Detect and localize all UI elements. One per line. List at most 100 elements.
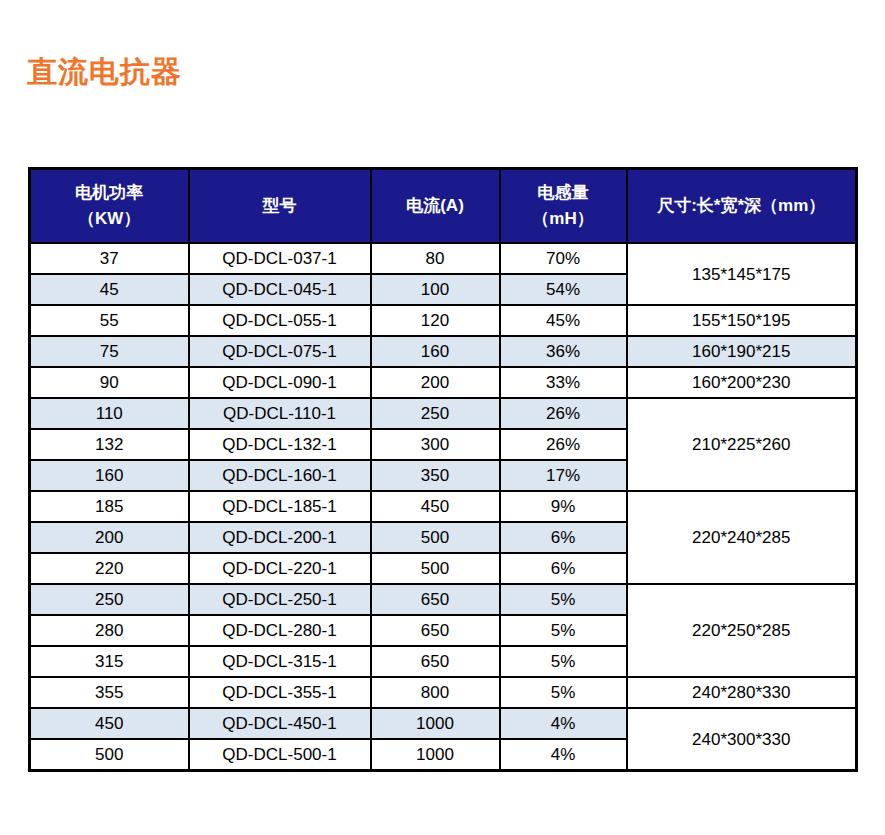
cell-current: 120 bbox=[371, 305, 500, 336]
cell-inductance: 9% bbox=[500, 491, 627, 522]
cell-model: QD-DCL-185-1 bbox=[189, 491, 371, 522]
cell-dimensions: 220*250*285 bbox=[627, 584, 857, 677]
cell-motor-power: 185 bbox=[30, 491, 189, 522]
header-model: 型号 bbox=[189, 169, 371, 244]
header-current: 电流(A) bbox=[371, 169, 500, 244]
table-row: 90QD-DCL-090-120033%160*200*230 bbox=[30, 367, 857, 398]
cell-current: 450 bbox=[371, 491, 500, 522]
cell-inductance: 17% bbox=[500, 460, 627, 491]
cell-motor-power: 90 bbox=[30, 367, 189, 398]
cell-model: QD-DCL-280-1 bbox=[189, 615, 371, 646]
cell-current: 1000 bbox=[371, 739, 500, 771]
cell-model: QD-DCL-355-1 bbox=[189, 677, 371, 708]
header-current-line1: 电流(A) bbox=[372, 193, 499, 219]
header-inductance: 电感量 （mH） bbox=[500, 169, 627, 244]
cell-model: QD-DCL-220-1 bbox=[189, 553, 371, 584]
cell-current: 500 bbox=[371, 522, 500, 553]
cell-current: 1000 bbox=[371, 708, 500, 739]
table-row: 75QD-DCL-075-116036%160*190*215 bbox=[30, 336, 857, 367]
cell-inductance: 45% bbox=[500, 305, 627, 336]
cell-current: 80 bbox=[371, 243, 500, 274]
cell-inductance: 5% bbox=[500, 677, 627, 708]
cell-current: 350 bbox=[371, 460, 500, 491]
cell-current: 300 bbox=[371, 429, 500, 460]
cell-motor-power: 45 bbox=[30, 274, 189, 305]
cell-inductance: 5% bbox=[500, 615, 627, 646]
cell-dimensions: 210*225*260 bbox=[627, 398, 857, 491]
cell-current: 250 bbox=[371, 398, 500, 429]
cell-motor-power: 37 bbox=[30, 243, 189, 274]
cell-inductance: 6% bbox=[500, 522, 627, 553]
cell-inductance: 36% bbox=[500, 336, 627, 367]
cell-motor-power: 250 bbox=[30, 584, 189, 615]
cell-model: QD-DCL-037-1 bbox=[189, 243, 371, 274]
cell-current: 500 bbox=[371, 553, 500, 584]
table-row: 355QD-DCL-355-18005%240*280*330 bbox=[30, 677, 857, 708]
cell-current: 800 bbox=[371, 677, 500, 708]
cell-inductance: 26% bbox=[500, 429, 627, 460]
cell-current: 650 bbox=[371, 615, 500, 646]
page-title: 直流电抗器 bbox=[27, 52, 182, 93]
cell-motor-power: 315 bbox=[30, 646, 189, 677]
cell-current: 160 bbox=[371, 336, 500, 367]
cell-model: QD-DCL-160-1 bbox=[189, 460, 371, 491]
header-motor-power-line2: （KW） bbox=[31, 206, 188, 232]
table-row: 185QD-DCL-185-14509%220*240*285 bbox=[30, 491, 857, 522]
table-row: 110QD-DCL-110-125026%210*225*260 bbox=[30, 398, 857, 429]
table-row: 55QD-DCL-055-112045%155*150*195 bbox=[30, 305, 857, 336]
cell-motor-power: 200 bbox=[30, 522, 189, 553]
cell-inductance: 5% bbox=[500, 584, 627, 615]
cell-inductance: 4% bbox=[500, 739, 627, 771]
cell-motor-power: 355 bbox=[30, 677, 189, 708]
cell-dimensions: 240*300*330 bbox=[627, 708, 857, 771]
cell-model: QD-DCL-090-1 bbox=[189, 367, 371, 398]
cell-model: QD-DCL-450-1 bbox=[189, 708, 371, 739]
table-row: 450QD-DCL-450-110004%240*300*330 bbox=[30, 708, 857, 739]
cell-current: 200 bbox=[371, 367, 500, 398]
cell-model: QD-DCL-075-1 bbox=[189, 336, 371, 367]
cell-dimensions: 155*150*195 bbox=[627, 305, 857, 336]
cell-dimensions: 220*240*285 bbox=[627, 491, 857, 584]
cell-inductance: 5% bbox=[500, 646, 627, 677]
header-dimensions-line1: 尺寸:长*宽*深（mm） bbox=[628, 193, 856, 219]
cell-inductance: 54% bbox=[500, 274, 627, 305]
cell-dimensions: 160*190*215 bbox=[627, 336, 857, 367]
cell-model: QD-DCL-200-1 bbox=[189, 522, 371, 553]
cell-inductance: 26% bbox=[500, 398, 627, 429]
cell-inductance: 6% bbox=[500, 553, 627, 584]
cell-model: QD-DCL-045-1 bbox=[189, 274, 371, 305]
cell-model: QD-DCL-315-1 bbox=[189, 646, 371, 677]
cell-dimensions: 135*145*175 bbox=[627, 243, 857, 305]
cell-model: QD-DCL-500-1 bbox=[189, 739, 371, 771]
header-dimensions: 尺寸:长*宽*深（mm） bbox=[627, 169, 857, 244]
cell-motor-power: 450 bbox=[30, 708, 189, 739]
cell-current: 100 bbox=[371, 274, 500, 305]
table-row: 37QD-DCL-037-18070%135*145*175 bbox=[30, 243, 857, 274]
cell-inductance: 33% bbox=[500, 367, 627, 398]
cell-motor-power: 220 bbox=[30, 553, 189, 584]
cell-inductance: 70% bbox=[500, 243, 627, 274]
table-row: 250QD-DCL-250-16505%220*250*285 bbox=[30, 584, 857, 615]
cell-model: QD-DCL-055-1 bbox=[189, 305, 371, 336]
cell-current: 650 bbox=[371, 584, 500, 615]
cell-current: 650 bbox=[371, 646, 500, 677]
header-inductance-line1: 电感量 bbox=[501, 180, 626, 206]
header-model-line1: 型号 bbox=[190, 193, 370, 219]
cell-dimensions: 160*200*230 bbox=[627, 367, 857, 398]
header-inductance-line2: （mH） bbox=[501, 206, 626, 232]
cell-inductance: 4% bbox=[500, 708, 627, 739]
header-row: 电机功率 （KW） 型号 电流(A) 电感量 （mH） 尺寸:长*宽*深（mm） bbox=[30, 169, 857, 244]
header-motor-power-line1: 电机功率 bbox=[31, 180, 188, 206]
cell-motor-power: 280 bbox=[30, 615, 189, 646]
cell-motor-power: 55 bbox=[30, 305, 189, 336]
cell-model: QD-DCL-132-1 bbox=[189, 429, 371, 460]
cell-dimensions: 240*280*330 bbox=[627, 677, 857, 708]
cell-motor-power: 110 bbox=[30, 398, 189, 429]
cell-model: QD-DCL-250-1 bbox=[189, 584, 371, 615]
cell-motor-power: 132 bbox=[30, 429, 189, 460]
table-header: 电机功率 （KW） 型号 电流(A) 电感量 （mH） 尺寸:长*宽*深（mm） bbox=[30, 169, 857, 244]
cell-motor-power: 500 bbox=[30, 739, 189, 771]
dc-reactor-spec-table: 电机功率 （KW） 型号 电流(A) 电感量 （mH） 尺寸:长*宽*深（mm） bbox=[28, 167, 858, 772]
cell-motor-power: 160 bbox=[30, 460, 189, 491]
table-body: 37QD-DCL-037-18070%135*145*17545QD-DCL-0… bbox=[30, 243, 857, 771]
